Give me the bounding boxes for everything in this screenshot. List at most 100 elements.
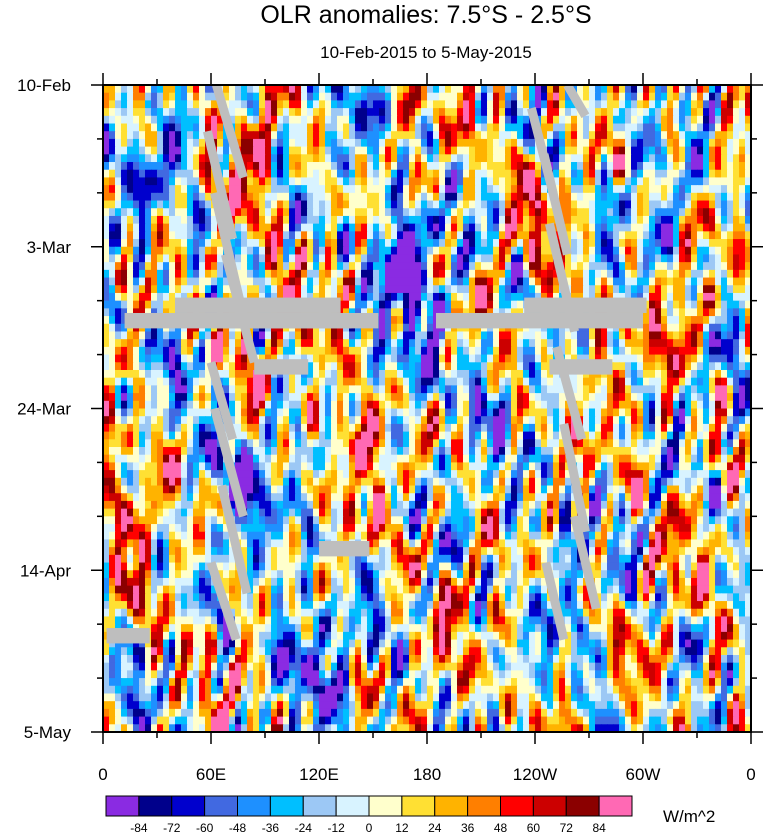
- heatmap-cell: [481, 177, 488, 186]
- heatmap-cell: [103, 115, 110, 125]
- heatmap-cell: [397, 131, 404, 140]
- heatmap-cell: [295, 285, 302, 294]
- heatmap-cell: [337, 254, 344, 263]
- heatmap-cell: [517, 177, 524, 186]
- heatmap-cell: [421, 269, 428, 279]
- heatmap-cell: [313, 285, 320, 294]
- heatmap-cell: [247, 439, 254, 448]
- heatmap-cell: [367, 339, 374, 348]
- heatmap-cell: [265, 246, 272, 256]
- heatmap-cell: [463, 408, 470, 417]
- heatmap-cell: [457, 369, 464, 379]
- heatmap-cell: [433, 393, 440, 402]
- heatmap-cell: [187, 100, 194, 109]
- heatmap-cell: [331, 154, 338, 163]
- heatmap-cell: [445, 385, 452, 394]
- heatmap-cell: [667, 254, 674, 263]
- heatmap-cell: [235, 192, 242, 202]
- heatmap-cell: [535, 262, 542, 271]
- heatmap-cell: [133, 400, 140, 410]
- heatmap-cell: [253, 162, 260, 171]
- heatmap-cell: [241, 231, 248, 240]
- heatmap-cell: [301, 200, 308, 209]
- heatmap-cell: [421, 316, 428, 325]
- heatmap-cell: [415, 308, 422, 317]
- heatmap-cell: [613, 285, 620, 294]
- heatmap-cell: [607, 269, 614, 279]
- heatmap-cell: [139, 92, 146, 101]
- heatmap-cell: [463, 369, 470, 379]
- heatmap-cell: [721, 423, 728, 433]
- heatmap-cell: [481, 146, 488, 155]
- heatmap-cell: [367, 138, 374, 148]
- heatmap-cell: [421, 285, 428, 294]
- heatmap-cell: [187, 177, 194, 186]
- heatmap-cell: [157, 123, 164, 132]
- heatmap-cell: [745, 185, 751, 194]
- heatmap-cell: [445, 138, 452, 148]
- heatmap-cell: [343, 169, 350, 179]
- heatmap-cell: [577, 408, 584, 417]
- heatmap-cell: [511, 162, 518, 171]
- heatmap-cell: [649, 323, 656, 333]
- heatmap-cell: [103, 308, 110, 317]
- heatmap-cell: [397, 354, 404, 363]
- heatmap-cell: [607, 239, 614, 248]
- heatmap-cell: [733, 239, 740, 248]
- heatmap-cell: [721, 223, 728, 232]
- heatmap-cell: [115, 393, 122, 402]
- heatmap-cell: [595, 208, 602, 217]
- heatmap-cell: [325, 262, 332, 271]
- heatmap-cell: [463, 377, 470, 386]
- heatmap-cell: [379, 100, 386, 109]
- heatmap-cell: [307, 292, 314, 302]
- heatmap-cell: [553, 146, 560, 155]
- heatmap-cell: [325, 92, 332, 101]
- heatmap-cell: [397, 223, 404, 232]
- heatmap-cell: [709, 277, 716, 286]
- heatmap-cell: [361, 408, 368, 417]
- heatmap-cell: [289, 208, 296, 217]
- heatmap-cell: [301, 108, 308, 117]
- heatmap-cell: [247, 123, 254, 132]
- heatmap-cell: [583, 285, 590, 294]
- heatmap-cell: [343, 162, 350, 171]
- heatmap-cell: [121, 423, 128, 433]
- heatmap-cell: [469, 300, 476, 309]
- heatmap-cell: [205, 154, 212, 163]
- heatmap-cell: [589, 246, 596, 256]
- heatmap-cell: [631, 292, 638, 302]
- heatmap-cell: [295, 277, 302, 286]
- heatmap-cell: [457, 231, 464, 240]
- heatmap-cell: [679, 431, 686, 440]
- heatmap-cell: [271, 408, 278, 417]
- heatmap-cell: [517, 92, 524, 101]
- heatmap-cell: [121, 346, 128, 356]
- heatmap-cell: [475, 308, 482, 317]
- heatmap-cell: [463, 231, 470, 240]
- heatmap-cell: [493, 138, 500, 148]
- heatmap-cell: [367, 308, 374, 317]
- heatmap-cell: [445, 308, 452, 317]
- heatmap-cell: [439, 431, 446, 440]
- heatmap-cell: [619, 400, 626, 410]
- heatmap-cell: [199, 100, 206, 109]
- heatmap-cell: [505, 215, 512, 225]
- heatmap-cell: [619, 262, 626, 271]
- heatmap-cell: [367, 215, 374, 225]
- heatmap-cell: [241, 385, 248, 394]
- heatmap-cell: [241, 138, 248, 148]
- heatmap-cell: [727, 162, 734, 171]
- heatmap-cell: [493, 208, 500, 217]
- heatmap-cell: [133, 354, 140, 363]
- heatmap-cell: [709, 239, 716, 248]
- heatmap-cell: [259, 423, 266, 433]
- heatmap-cell: [673, 215, 680, 225]
- heatmap-cell: [667, 346, 674, 356]
- heatmap-cell: [385, 362, 392, 371]
- heatmap-cell: [241, 277, 248, 286]
- heatmap-cell: [679, 300, 686, 309]
- heatmap-cell: [439, 138, 446, 148]
- heatmap-cell: [109, 92, 116, 101]
- heatmap-cell: [505, 277, 512, 286]
